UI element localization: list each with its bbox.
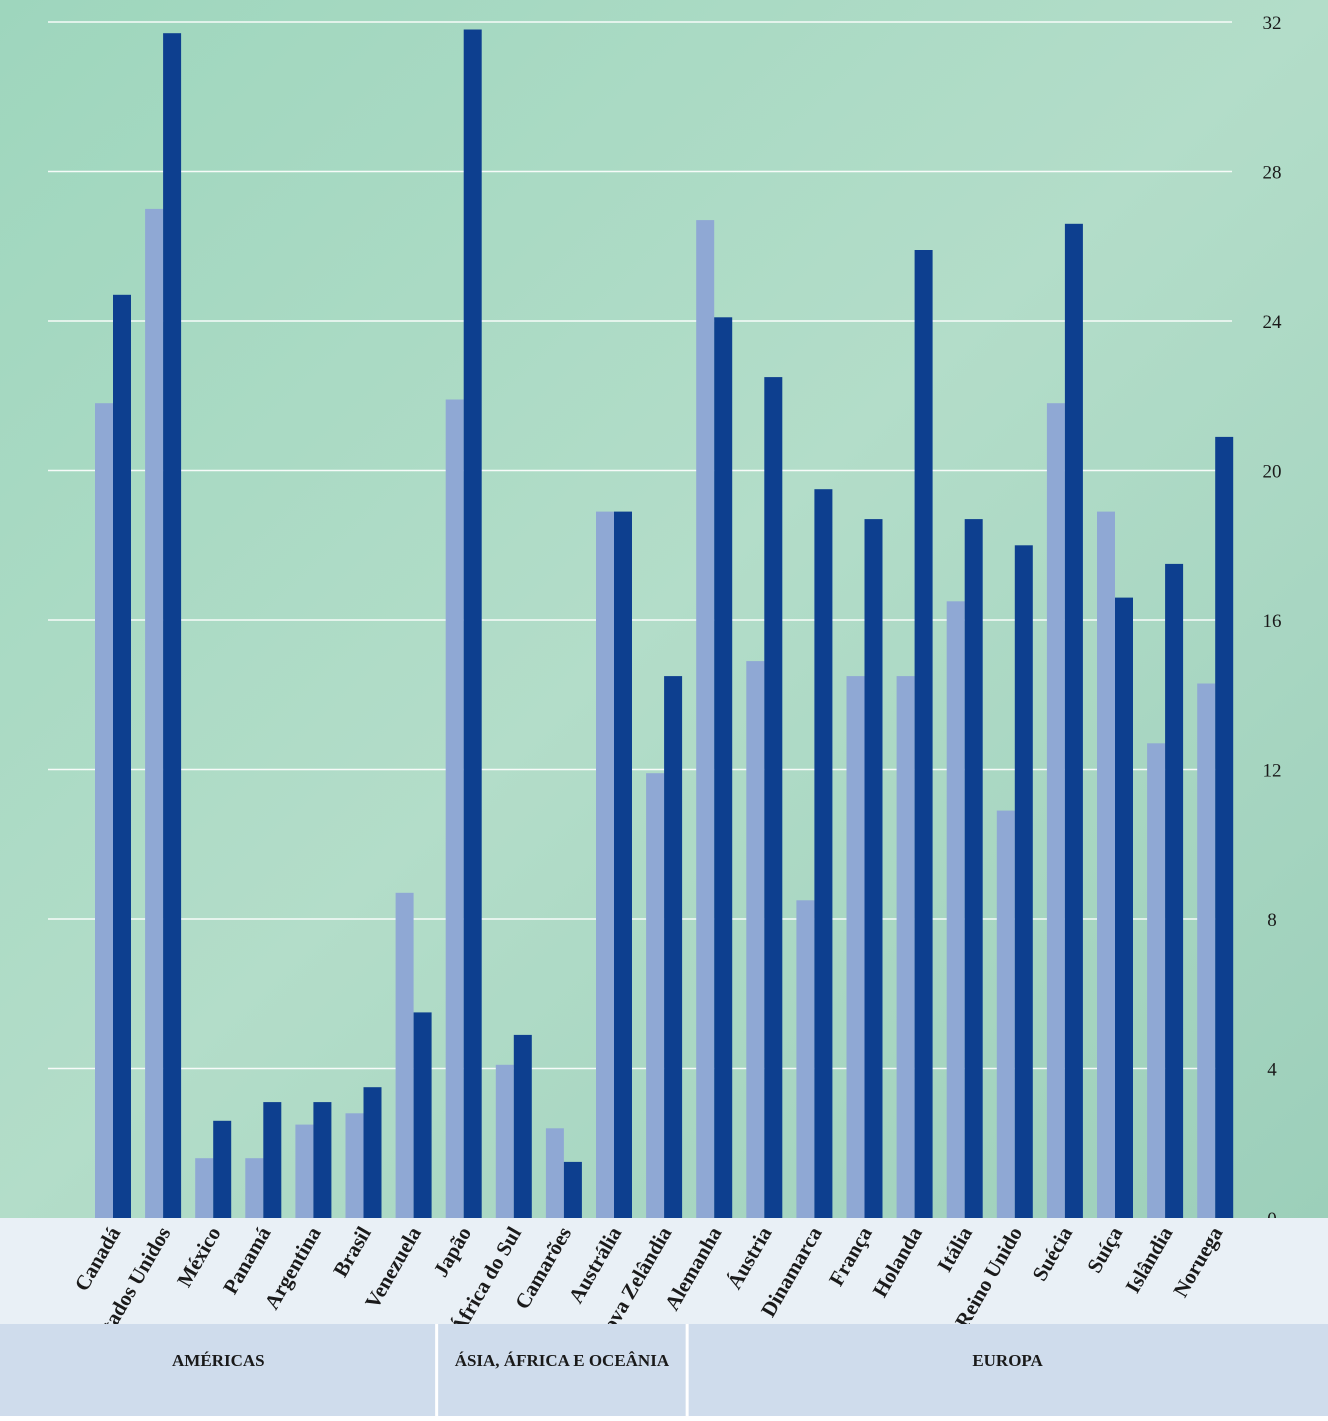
bar-series-1 xyxy=(445,399,464,1218)
bar-series-1 xyxy=(846,676,865,1218)
y-tick-label: 16 xyxy=(1263,611,1282,632)
bar-series-2 xyxy=(413,1012,432,1218)
bar-series-1 xyxy=(95,403,113,1218)
bar-series-2 xyxy=(714,317,733,1218)
bar-series-1 xyxy=(946,601,965,1218)
bar-series-1 xyxy=(545,1128,564,1218)
bar-series-1 xyxy=(495,1064,514,1218)
region-label: ÁSIA, ÁFRICA E OCEÂNIA xyxy=(455,1351,670,1370)
bar-series-1 xyxy=(295,1124,314,1218)
bar-series-2 xyxy=(964,519,983,1218)
bar-series-2 xyxy=(163,33,182,1219)
bar-series-1 xyxy=(1046,403,1065,1218)
bar-series-2 xyxy=(1215,436,1234,1218)
y-tick-label: 4 xyxy=(1267,1060,1277,1081)
bar-series-1 xyxy=(395,892,414,1218)
bar-series-2 xyxy=(914,250,933,1218)
bar-series-1 xyxy=(746,661,765,1218)
y-tick-label: 24 xyxy=(1263,312,1283,333)
bar-series-1 xyxy=(646,773,665,1218)
bar-series-1 xyxy=(796,900,815,1218)
bar-series-1 xyxy=(345,1113,364,1218)
bar-series-1 xyxy=(896,676,915,1218)
region-band xyxy=(687,1324,1328,1416)
category-label-band xyxy=(0,1218,1328,1324)
bar-series-2 xyxy=(513,1034,532,1218)
grid-lines xyxy=(48,21,1232,1070)
bar-series-1 xyxy=(1147,743,1166,1218)
bar-series-1 xyxy=(996,810,1015,1218)
bar-series-2 xyxy=(463,29,482,1218)
y-tick-label: 32 xyxy=(1263,13,1282,34)
bar-series-1 xyxy=(696,220,715,1219)
region-groups: AMÉRICAS ÁSIA, ÁFRICA E OCEÂNIA EUROPA xyxy=(0,1324,1328,1416)
y-tick-label: 12 xyxy=(1263,761,1282,782)
bar-series-1 xyxy=(195,1158,214,1218)
region-band xyxy=(436,1324,688,1416)
bar-series-2 xyxy=(113,294,131,1218)
bar-series-2 xyxy=(1064,223,1083,1219)
bar-series-2 xyxy=(614,511,632,1219)
bar-series-2 xyxy=(864,519,883,1218)
bar-series-2 xyxy=(213,1120,232,1218)
bar-series-2 xyxy=(563,1161,582,1218)
bar-series-1 xyxy=(1097,511,1115,1219)
bar-series-2 xyxy=(664,676,683,1218)
bar-series-2 xyxy=(1014,545,1033,1219)
bar-series-2 xyxy=(764,377,783,1219)
bar-series-1 xyxy=(596,511,614,1219)
y-tick-label: 28 xyxy=(1263,163,1282,184)
bar-series-2 xyxy=(1115,597,1133,1218)
bar-series-1 xyxy=(245,1158,264,1218)
bar-series-1 xyxy=(145,208,164,1218)
region-label: EUROPA xyxy=(972,1351,1043,1370)
bars xyxy=(95,29,1234,1219)
bar-series-2 xyxy=(1165,563,1184,1218)
bar-series-2 xyxy=(363,1087,382,1218)
y-axis-ticks: 048121620242832 xyxy=(1263,13,1283,1230)
bar-series-2 xyxy=(263,1102,282,1218)
y-tick-label: 20 xyxy=(1263,462,1282,483)
bar-series-1 xyxy=(1197,683,1216,1218)
region-label: AMÉRICAS xyxy=(172,1351,265,1370)
bar-series-2 xyxy=(313,1102,332,1218)
y-tick-label: 8 xyxy=(1267,910,1277,931)
bar-series-2 xyxy=(814,489,833,1218)
region-band xyxy=(0,1324,437,1416)
